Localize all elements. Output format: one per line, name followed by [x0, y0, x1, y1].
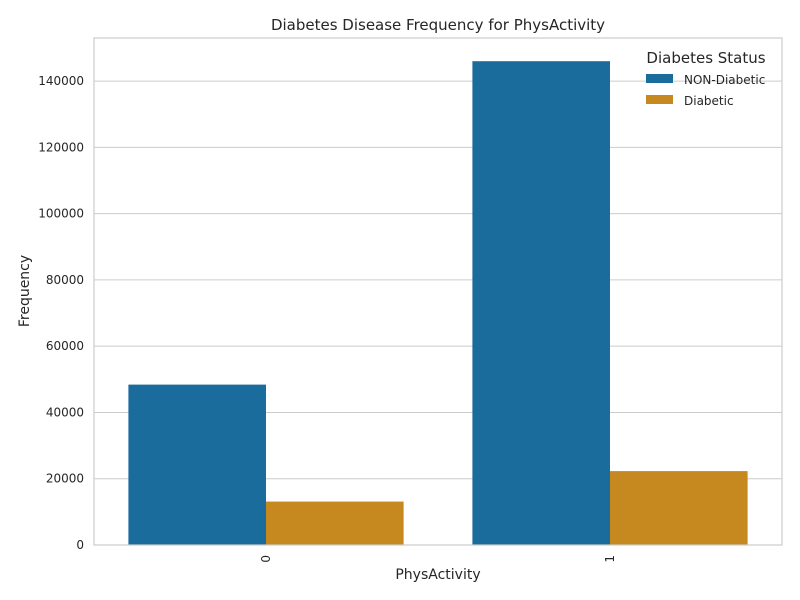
y-tick-label: 80000 — [46, 273, 84, 287]
x-axis-title: PhysActivity — [395, 567, 480, 583]
legend-title: Diabetes Status — [646, 49, 765, 67]
bars — [128, 61, 748, 546]
legend-swatch-non-diabetic — [646, 74, 673, 83]
y-tick-label: 120000 — [38, 140, 84, 154]
plot-frame — [93, 37, 783, 546]
bar-non-diabetic-1 — [472, 61, 610, 546]
y-tick-label: 140000 — [38, 74, 84, 88]
legend-swatch-diabetic — [646, 95, 673, 104]
y-tick-label: 60000 — [46, 339, 84, 353]
x-tick-label: 0 — [259, 555, 273, 563]
y-tick-label: 20000 — [46, 472, 84, 486]
y-tick-labels: 0 20000 40000 60000 80000 100000 120000 140000 — [38, 74, 84, 552]
y-tick-label: 100000 — [38, 207, 84, 221]
chart-title: Diabetes Disease Frequency for PhysActiv… — [271, 16, 605, 34]
legend-label-diabetic: Diabetic — [684, 94, 734, 108]
bar-diabetic-0 — [266, 501, 404, 545]
legend: Diabetes Status NON-Diabetic Diabetic — [646, 49, 766, 108]
y-axis-title: Frequency — [17, 255, 33, 327]
bar-diabetic-1 — [610, 471, 748, 545]
y-tick-label: 0 — [76, 538, 84, 552]
y-tick-label: 40000 — [46, 405, 84, 419]
legend-label-non-diabetic: NON-Diabetic — [684, 73, 765, 87]
x-tick-label: 1 — [603, 555, 617, 563]
bar-non-diabetic-0 — [128, 384, 266, 545]
